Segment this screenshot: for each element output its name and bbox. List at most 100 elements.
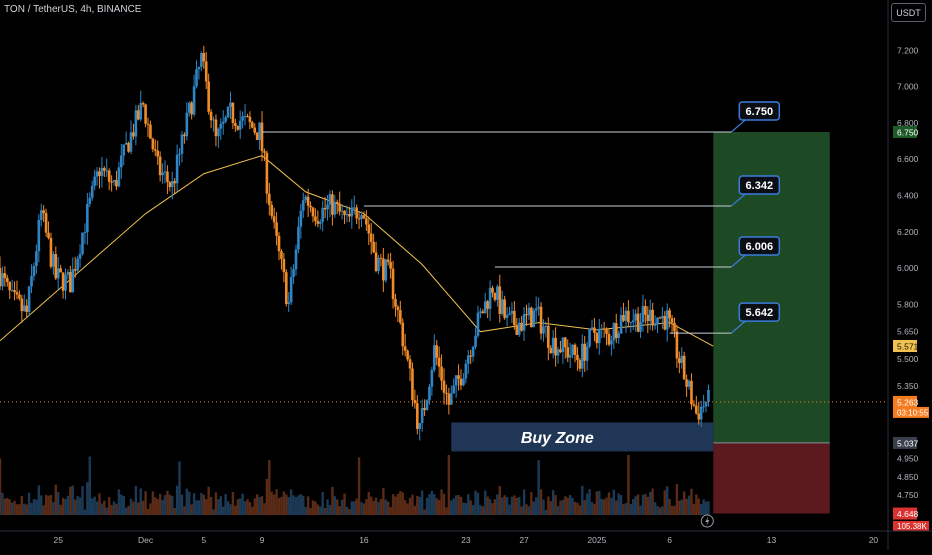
candle	[435, 345, 439, 358]
candle	[573, 344, 577, 355]
candle	[442, 380, 446, 393]
candle	[440, 366, 443, 381]
volume-bar	[418, 496, 421, 515]
volume-bar	[583, 500, 586, 515]
candle	[386, 259, 390, 262]
candle	[428, 386, 431, 401]
candle	[357, 218, 361, 220]
volume-bar	[323, 507, 327, 515]
volume-bar	[197, 500, 201, 515]
volume-bar	[183, 506, 186, 515]
volume-bar	[37, 485, 41, 515]
volume-bar	[408, 497, 412, 515]
volume-bar	[18, 504, 21, 515]
candle	[401, 322, 405, 347]
volume-bar	[384, 499, 387, 515]
volume-bar	[222, 506, 225, 515]
volume-bar	[61, 497, 65, 515]
candle	[369, 233, 373, 242]
volume-bar	[537, 460, 540, 515]
candle	[648, 309, 652, 322]
candle	[505, 315, 509, 318]
candle	[454, 375, 458, 386]
currency-button[interactable]: USDT	[891, 3, 926, 22]
level-label-box	[738, 101, 781, 121]
volume-bar	[413, 505, 417, 515]
volume-bar	[263, 503, 266, 515]
volume-bar	[95, 501, 99, 515]
volume-bar	[464, 503, 468, 515]
volume-bar	[518, 497, 521, 515]
candle	[352, 207, 356, 209]
candle	[88, 197, 92, 204]
candle	[100, 167, 104, 176]
volume-bar	[175, 485, 179, 515]
volume-bar	[0, 458, 2, 515]
volume-bar	[454, 495, 458, 515]
candle	[678, 358, 681, 363]
volume-bar	[93, 496, 96, 515]
candle	[146, 123, 150, 125]
candle	[571, 344, 574, 355]
candle	[452, 385, 456, 394]
candle	[306, 196, 310, 206]
volume-bar	[336, 499, 339, 515]
volume-bar	[530, 492, 533, 515]
volume-bar	[639, 505, 642, 515]
candle	[39, 210, 43, 220]
volume-bar	[707, 501, 710, 515]
volume-bar	[612, 489, 616, 515]
volume-bar	[214, 492, 218, 515]
price-marker-label: 4.648	[897, 509, 919, 519]
candle	[471, 346, 475, 357]
candle	[297, 226, 300, 250]
volume-bar	[195, 500, 198, 515]
candle	[345, 213, 349, 216]
volume-bar	[391, 494, 395, 515]
candle	[624, 310, 628, 321]
volume-bar	[673, 505, 676, 515]
volume-bar	[666, 486, 669, 515]
candle	[32, 265, 36, 277]
candle	[52, 254, 55, 267]
volume-bar	[331, 486, 334, 515]
candle	[367, 224, 371, 234]
volume-bar	[629, 504, 633, 515]
candle	[566, 347, 570, 358]
candle	[602, 328, 606, 330]
volume-bar	[520, 506, 523, 515]
candle	[420, 407, 424, 424]
volume-bar	[338, 506, 341, 515]
candle	[687, 380, 691, 387]
candle	[391, 268, 395, 300]
volume-bar	[566, 497, 569, 515]
volume-bar	[69, 486, 72, 515]
volume-bar	[71, 485, 74, 515]
candle	[588, 329, 591, 347]
candle	[483, 301, 487, 314]
candle	[243, 116, 247, 118]
candle	[437, 357, 441, 367]
volume-bar	[556, 506, 560, 515]
candle	[658, 317, 662, 319]
candle	[493, 292, 497, 300]
volume-bar	[430, 490, 434, 515]
volume-bar	[321, 491, 324, 515]
candle	[25, 305, 28, 312]
volume-bar	[670, 505, 674, 515]
volume-bar	[154, 497, 157, 515]
candle	[158, 156, 162, 176]
volume-bar	[658, 507, 662, 515]
candle	[168, 181, 172, 188]
volume-bar	[66, 495, 70, 515]
candle	[229, 102, 232, 107]
volume-bar	[190, 504, 193, 515]
volume-bar	[149, 503, 152, 515]
candle	[384, 259, 388, 281]
candle	[556, 349, 560, 356]
candle	[112, 180, 116, 182]
volume-bar	[304, 507, 307, 515]
candle	[670, 318, 674, 323]
